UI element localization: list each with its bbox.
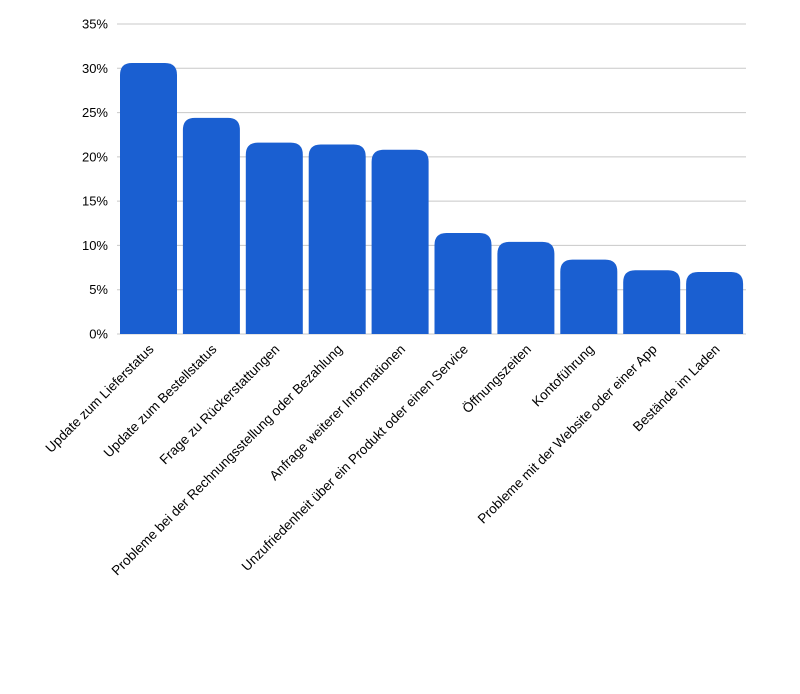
bar [182,117,240,334]
y-tick-label: 20% [82,149,108,164]
bar [686,272,744,334]
y-tick-label: 0% [89,327,108,342]
y-tick-label: 10% [82,238,108,253]
x-tick-label: Update zum Lieferstatus [43,341,157,455]
bar [623,270,681,334]
bar [434,233,492,334]
bar [245,142,303,334]
x-tick-label: Probleme bei der Rechnungsstellung oder … [109,342,346,579]
x-tick-label: Update zum Bestellstatus [101,341,220,460]
y-tick-label: 30% [82,61,108,76]
bars [120,62,744,334]
bar [120,62,177,334]
y-tick-label: 35% [82,17,108,32]
x-tick-label: Kontoführung [529,342,597,410]
bar [560,259,618,334]
bar [308,144,366,334]
x-tick-label: Anfrage weiterer Informationen [267,342,409,484]
y-tick-label: 15% [82,194,108,209]
bar [371,149,429,334]
x-tick-label: Frage zu Rückerstattungen [157,342,283,468]
y-tick-label: 5% [89,282,108,297]
x-tick-label: Öffnungszeiten [459,342,534,417]
x-tick-label: Unzufriedenheit über ein Produkt oder ei… [239,342,471,574]
y-axis-ticks: 0% 5% 10% 15% 20% 25% 30% 35% [82,17,108,342]
y-tick-label: 25% [82,105,108,120]
bar [497,241,555,334]
